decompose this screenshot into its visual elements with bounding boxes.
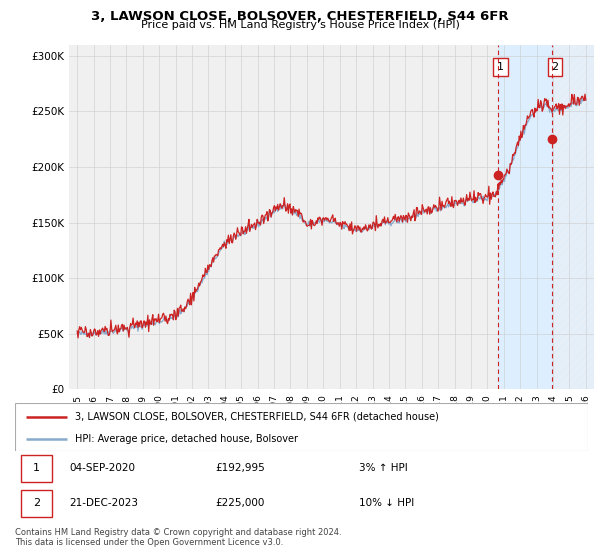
Text: Price paid vs. HM Land Registry's House Price Index (HPI): Price paid vs. HM Land Registry's House … — [140, 20, 460, 30]
Bar — [553, 45, 594, 389]
Text: 10% ↓ HPI: 10% ↓ HPI — [359, 498, 414, 508]
Text: 21-DEC-2023: 21-DEC-2023 — [70, 498, 139, 508]
Text: 1: 1 — [497, 62, 505, 72]
Text: £192,995: £192,995 — [215, 463, 265, 473]
Text: 2: 2 — [551, 62, 559, 72]
Text: 04-SEP-2020: 04-SEP-2020 — [70, 463, 136, 473]
Text: HPI: Average price, detached house, Bolsover: HPI: Average price, detached house, Bols… — [75, 434, 298, 444]
Bar — [21, 455, 52, 482]
Text: Contains HM Land Registry data © Crown copyright and database right 2024.
This d: Contains HM Land Registry data © Crown c… — [15, 528, 341, 547]
Text: 1: 1 — [33, 463, 40, 473]
Bar — [21, 490, 52, 516]
Text: £225,000: £225,000 — [215, 498, 265, 508]
Text: 2: 2 — [33, 498, 40, 508]
Bar — [499, 45, 553, 389]
Text: 3, LAWSON CLOSE, BOLSOVER, CHESTERFIELD, S44 6FR (detached house): 3, LAWSON CLOSE, BOLSOVER, CHESTERFIELD,… — [75, 412, 439, 422]
Text: 3% ↑ HPI: 3% ↑ HPI — [359, 463, 407, 473]
Text: 3, LAWSON CLOSE, BOLSOVER, CHESTERFIELD, S44 6FR: 3, LAWSON CLOSE, BOLSOVER, CHESTERFIELD,… — [91, 10, 509, 22]
